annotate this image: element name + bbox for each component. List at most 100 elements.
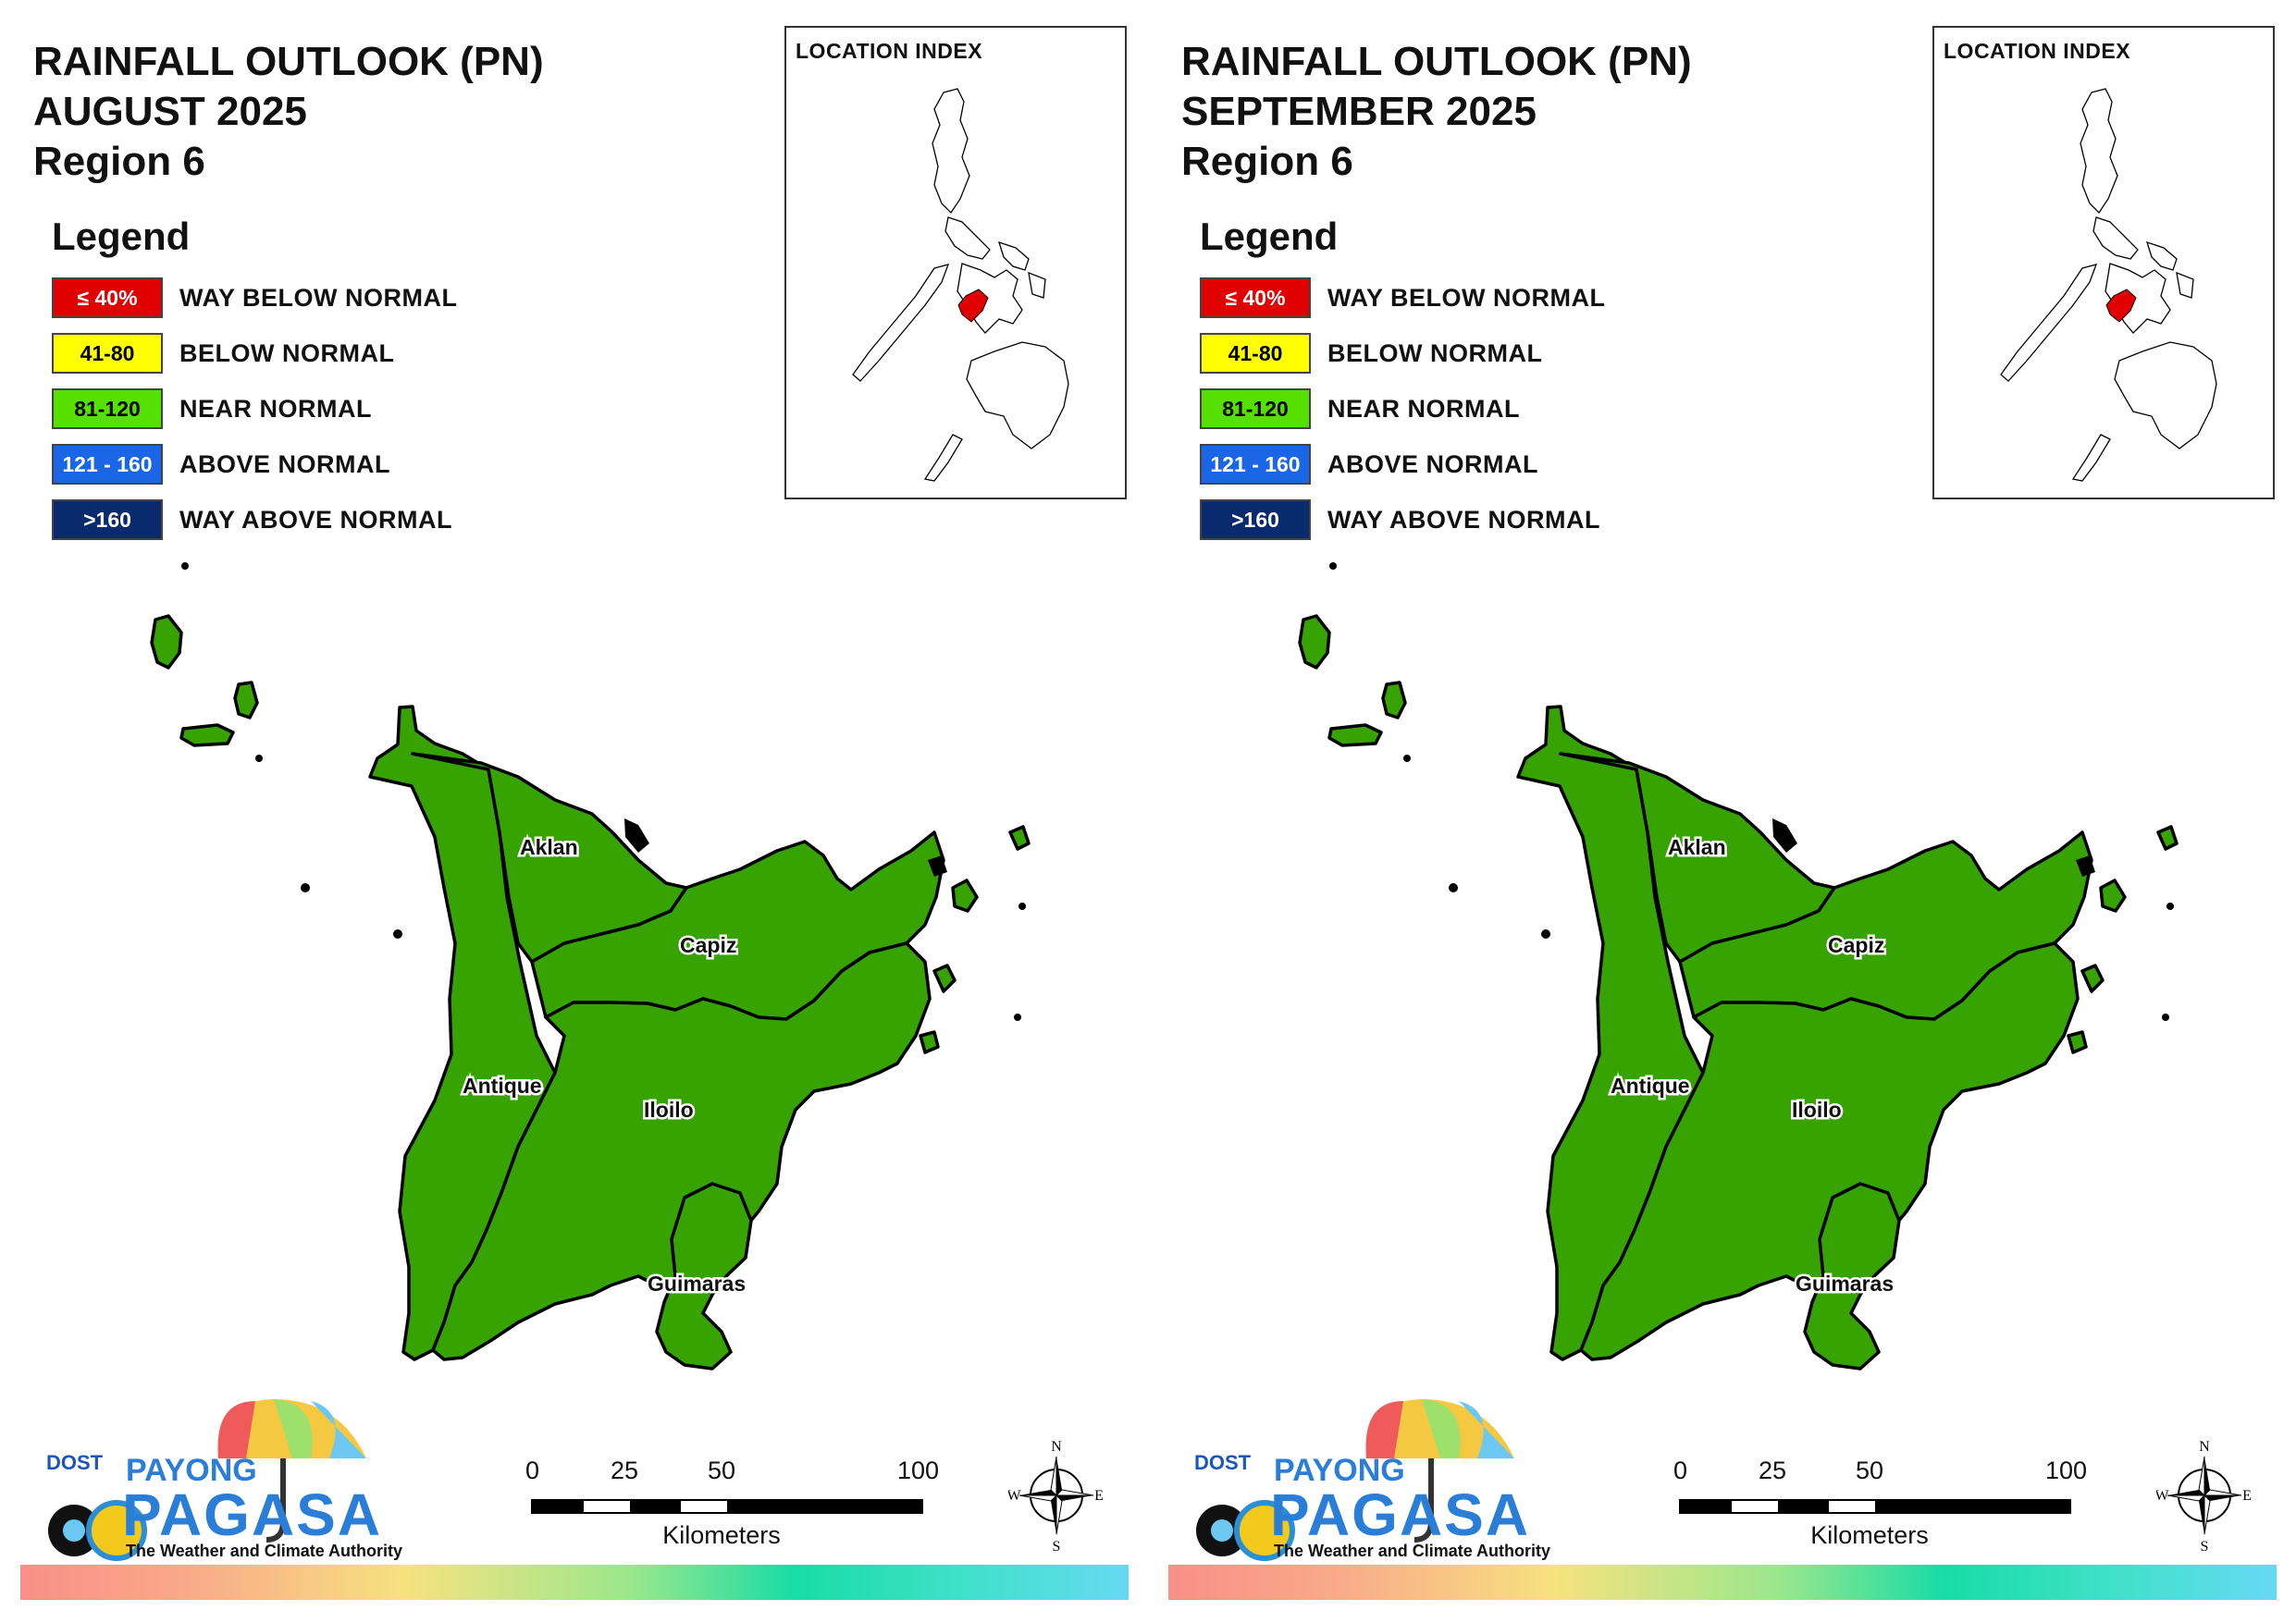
island-shape	[1298, 614, 1331, 670]
island-shape	[2156, 825, 2179, 851]
island-shape	[2080, 964, 2105, 993]
logo-payong: PAYONG	[1274, 1453, 1405, 1488]
island-shape	[2099, 879, 2127, 913]
scale-tick-50: 50	[1856, 1457, 1884, 1484]
logo-dost: DOST	[1194, 1451, 1252, 1474]
legend-label: WAY BELOW NORMAL	[179, 283, 458, 312]
legend-heading: Legend	[52, 215, 191, 258]
footer-gradient-bar	[20, 1565, 1129, 1600]
logo-tagline: The Weather and Climate Authority	[1274, 1542, 1551, 1560]
province-label-aklan: Aklan	[1668, 835, 1726, 859]
legend-swatch-way-above: >160	[52, 499, 163, 540]
legend-label: ABOVE NORMAL	[1327, 449, 1538, 478]
province-label-iloilo: Iloilo	[644, 1098, 694, 1122]
guimaras-shape	[1803, 1182, 1901, 1371]
compass-s: S	[2201, 1539, 2209, 1553]
footer-gradient-bar	[1168, 1565, 2277, 1600]
legend-item: 81-120 NEAR NORMAL	[52, 387, 458, 431]
month-line: SEPTEMBER 2025	[1181, 89, 1537, 134]
legend-swatch-below: 41-80	[1200, 333, 1311, 374]
legend-swatch-way-above: >160	[1200, 499, 1311, 540]
scale-tick-100: 100	[2045, 1457, 2088, 1484]
island-shape	[1327, 723, 1383, 747]
compass-e: E	[2242, 1488, 2252, 1504]
title-line: RAINFALL OUTLOOK (PN)	[1181, 39, 1692, 84]
legend-item: >160 WAY ABOVE NORMAL	[1200, 498, 1606, 542]
compass-e: E	[1094, 1488, 1104, 1504]
province-label-antique: Antique	[463, 1074, 542, 1098]
scale-unit: Kilometers	[662, 1521, 781, 1549]
scale-bar-segments	[1679, 1499, 2071, 1514]
legend-item: 81-120 NEAR NORMAL	[1200, 387, 1606, 431]
payong-pagasa-logo: DOST PAYONG PAGASA The Weather and Clima…	[33, 1392, 402, 1568]
island-shape	[150, 614, 183, 670]
island-shape	[2067, 1030, 2088, 1054]
scale-bar: 0 25 50 100 Kilometers	[1666, 1457, 2087, 1549]
iloilo-shape	[1579, 941, 2080, 1361]
pagasa-emblem-icon	[48, 1399, 366, 1561]
island-shape	[1381, 681, 1407, 719]
legend-swatch-below: 41-80	[52, 333, 163, 374]
scale-bar: 0 25 50 100 Kilometers	[518, 1457, 939, 1549]
province-label-capiz: Capiz	[680, 933, 736, 957]
province-label-guimaras: Guimaras	[648, 1272, 746, 1296]
legend-swatch-near: 81-120	[52, 388, 163, 429]
region-line: Region 6	[1181, 139, 1353, 184]
guimaras-shape	[655, 1182, 753, 1371]
legend-swatch-way-below: ≤ 40%	[52, 277, 163, 318]
north-arrow-compass-icon: N E S W	[2154, 1438, 2253, 1555]
scale-unit: Kilometers	[1810, 1521, 1929, 1549]
compass-n: N	[1051, 1439, 1062, 1455]
month-line: AUGUST 2025	[33, 89, 307, 134]
philippines-index-map	[2000, 88, 2217, 482]
legend-swatch-way-below: ≤ 40%	[1200, 277, 1311, 318]
logo-dost: DOST	[46, 1451, 104, 1474]
legend-item: ≤ 40% WAY BELOW NORMAL	[52, 276, 458, 320]
title-line: RAINFALL OUTLOOK (PN)	[33, 39, 544, 84]
legend-label: NEAR NORMAL	[1327, 394, 1520, 423]
map-title: RAINFALL OUTLOOK (PN) SEPTEMBER 2025 Reg…	[1181, 37, 1692, 187]
compass-w: W	[2156, 1488, 2169, 1504]
legend-item: >160 WAY ABOVE NORMAL	[52, 498, 458, 542]
island-shape	[919, 1030, 940, 1054]
scale-tick-100: 100	[897, 1457, 940, 1484]
scale-tick-0: 0	[525, 1457, 540, 1484]
legend: Legend ≤ 40% WAY BELOW NORMAL 41-80 BELO…	[52, 215, 458, 553]
province-label-guimaras: Guimaras	[1796, 1272, 1894, 1296]
province-label-capiz: Capiz	[1828, 933, 1884, 957]
legend-swatch-above: 121 - 160	[1200, 444, 1311, 485]
compass-n: N	[2199, 1439, 2210, 1455]
outlook-panel-august: RAINFALL OUTLOOK (PN) AUGUST 2025 Region…	[20, 26, 1129, 1600]
pagasa-emblem-icon	[1196, 1399, 1514, 1561]
region-6-map: Aklan Capiz Antique Iloilo Guimaras	[1298, 562, 2179, 1371]
legend-item: 121 - 160 ABOVE NORMAL	[52, 442, 458, 486]
legend: Legend ≤ 40% WAY BELOW NORMAL 41-80 BELO…	[1200, 215, 1606, 553]
island-shape	[1008, 825, 1031, 851]
scale-tick-25: 25	[611, 1457, 639, 1484]
island-shape	[233, 681, 259, 719]
logo-pagasa: PAGASA	[1270, 1482, 1531, 1548]
scale-tick-0: 0	[1673, 1457, 1688, 1484]
location-index-inset: LOCATION INDEX	[1932, 26, 2275, 499]
logo-pagasa: PAGASA	[122, 1482, 383, 1548]
legend-item: 41-80 BELOW NORMAL	[1200, 331, 1606, 375]
scale-tick-25: 25	[1759, 1457, 1787, 1484]
legend-label: WAY BELOW NORMAL	[1327, 283, 1606, 312]
location-index-inset: LOCATION INDEX	[784, 26, 1127, 499]
legend-swatch-near: 81-120	[1200, 388, 1311, 429]
legend-label: BELOW NORMAL	[1327, 338, 1543, 367]
compass-w: W	[1008, 1488, 1021, 1504]
legend-label: NEAR NORMAL	[179, 394, 372, 423]
location-index-title: LOCATION INDEX	[796, 39, 983, 63]
iloilo-shape	[431, 941, 932, 1361]
legend-swatch-above: 121 - 160	[52, 444, 163, 485]
legend-label: WAY ABOVE NORMAL	[179, 505, 453, 534]
scale-tick-50: 50	[708, 1457, 736, 1484]
legend-label: WAY ABOVE NORMAL	[1327, 505, 1601, 534]
region-6-map: Aklan Capiz Antique Iloilo Guimaras	[150, 562, 1031, 1371]
island-shape	[951, 879, 979, 913]
island-shape	[932, 964, 957, 993]
outlook-panel-september: RAINFALL OUTLOOK (PN) SEPTEMBER 2025 Reg…	[1148, 0, 2296, 1623]
north-arrow-compass-icon: N E S W	[1006, 1438, 1105, 1555]
province-label-iloilo: Iloilo	[1792, 1098, 1842, 1122]
